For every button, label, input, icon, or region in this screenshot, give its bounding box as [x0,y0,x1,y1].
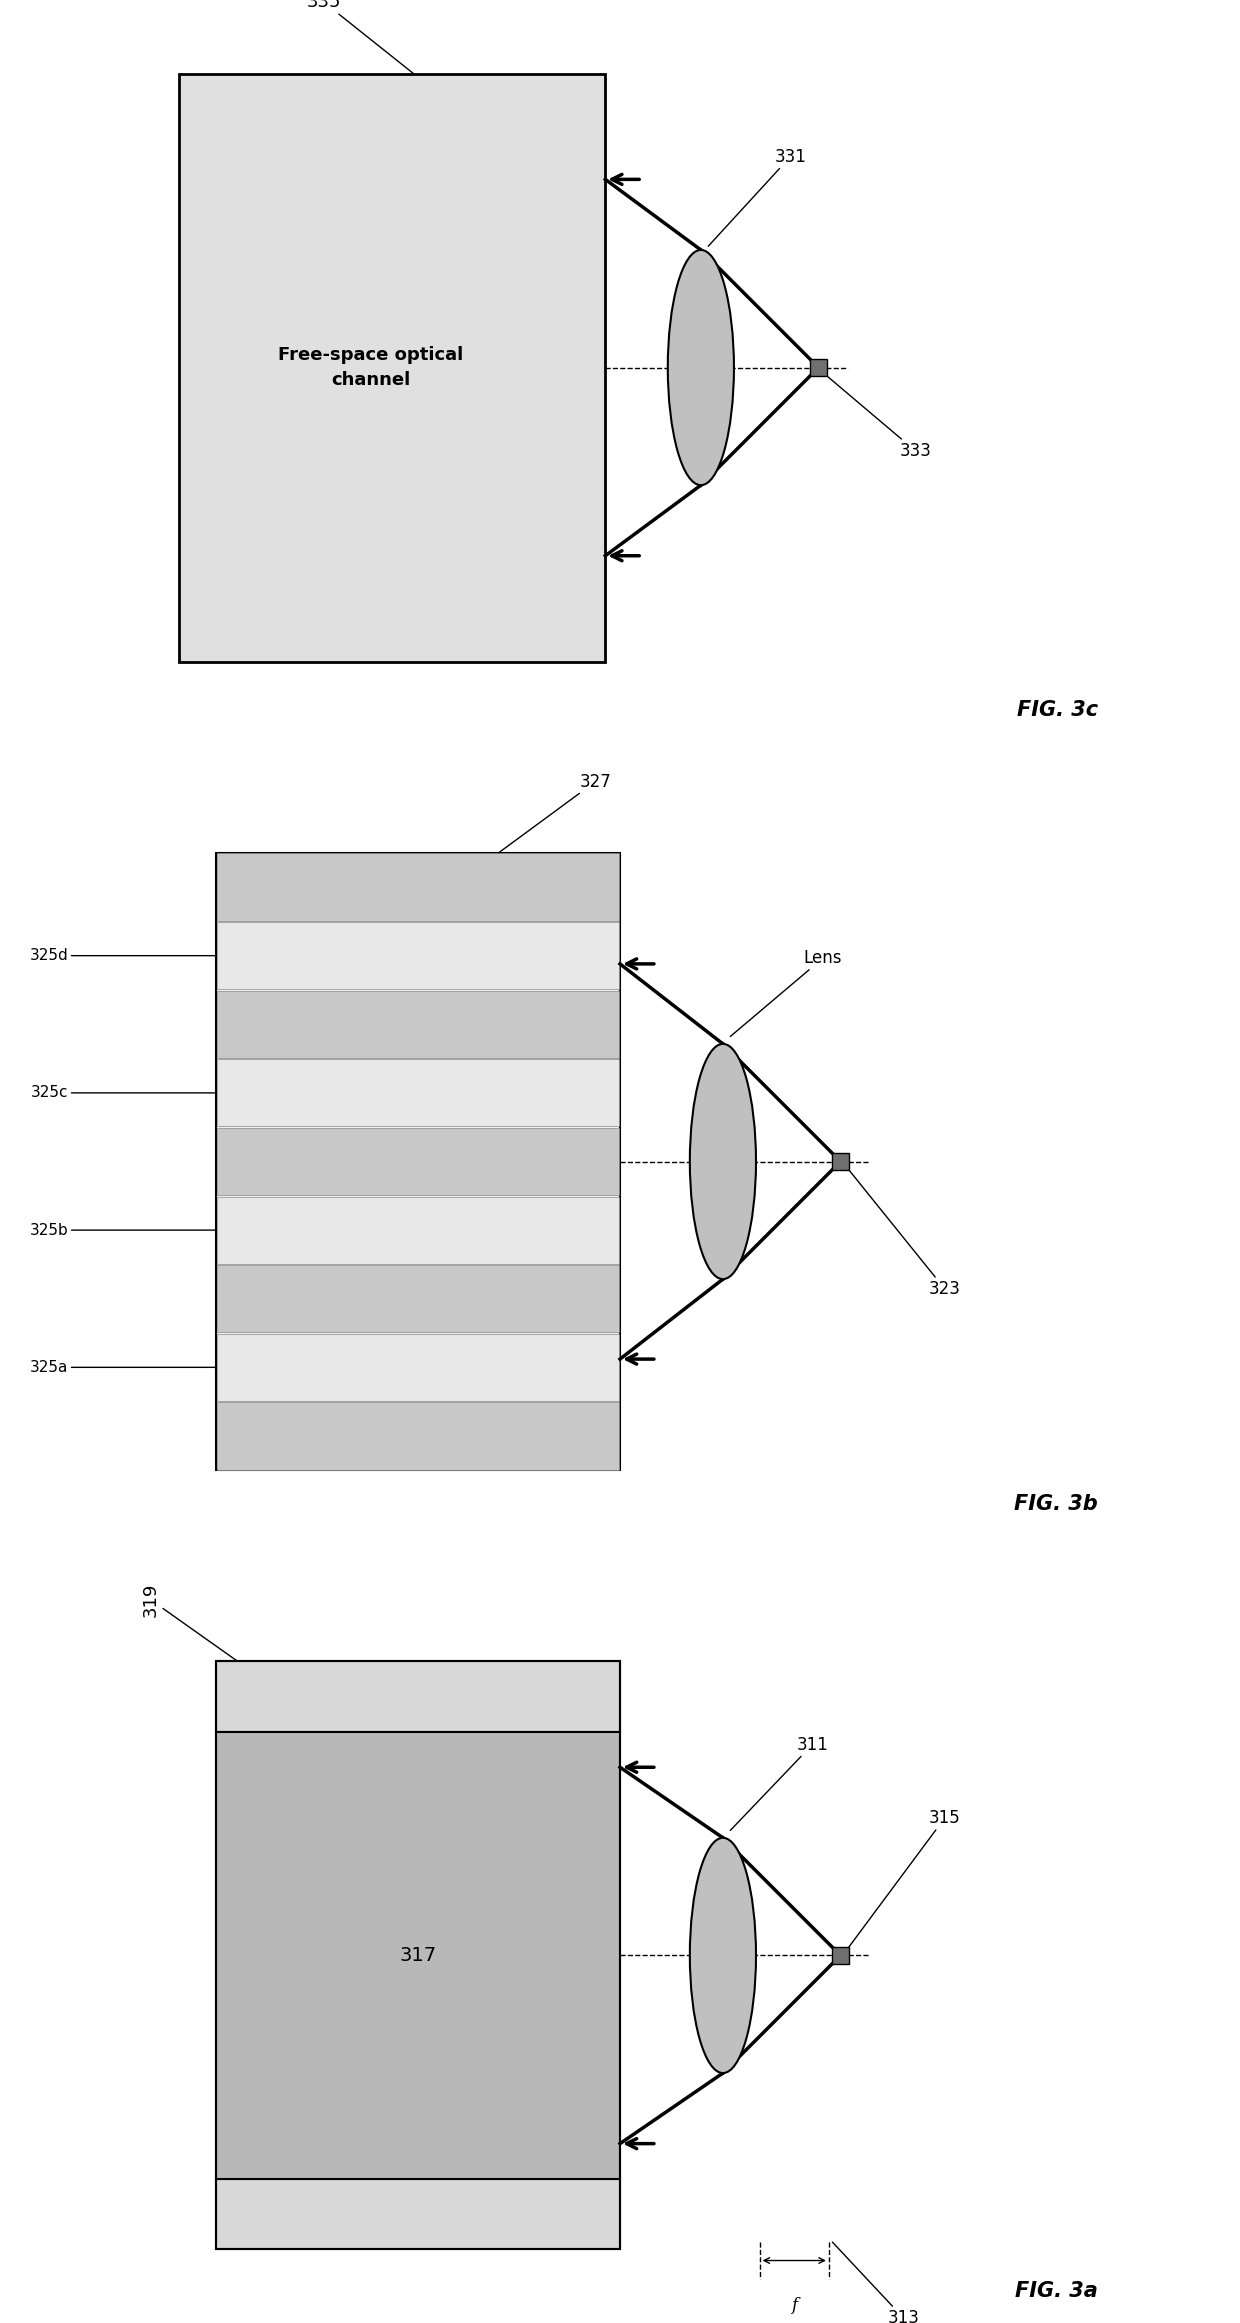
Text: 313: 313 [832,2242,920,2323]
Text: 317: 317 [399,1947,436,1965]
Ellipse shape [689,1043,756,1280]
Bar [217,1196,619,1264]
Text: 311: 311 [730,1735,828,1831]
Bar [217,990,619,1057]
Text: 315: 315 [848,1810,961,1947]
Bar [216,1733,620,2179]
Bar [217,853,619,920]
Bar [811,360,827,376]
Text: 325a: 325a [30,1359,216,1375]
Text: 325b: 325b [30,1222,216,1238]
Text: 335: 335 [306,0,413,74]
Bar [217,922,619,990]
Bar [217,1266,619,1333]
Text: 331: 331 [708,149,806,246]
Text: f: f [791,2297,797,2314]
Bar [832,1155,848,1168]
Bar [216,853,620,1470]
Bar [179,74,605,662]
Text: FIG. 3c: FIG. 3c [1017,702,1097,720]
Bar [216,1661,620,1733]
Bar [217,1059,619,1127]
Text: 333: 333 [827,376,931,460]
Bar [216,1661,620,2249]
Bar [217,1403,619,1470]
Text: 327: 327 [498,774,611,853]
Text: 325d: 325d [30,948,216,964]
Text: 323: 323 [848,1168,961,1299]
Ellipse shape [668,251,734,486]
Text: FIG. 3b: FIG. 3b [1014,1494,1097,1515]
Text: Free-space optical
channel: Free-space optical channel [278,346,464,388]
Text: 325c: 325c [31,1085,216,1101]
Ellipse shape [689,1837,756,2072]
Bar [216,2179,620,2249]
Bar [832,1947,848,1963]
Text: 319: 319 [143,1582,238,1661]
Text: FIG. 3a: FIG. 3a [1016,2281,1097,2302]
Bar [217,1129,619,1194]
Bar [217,1333,619,1401]
Text: Lens: Lens [730,950,842,1036]
